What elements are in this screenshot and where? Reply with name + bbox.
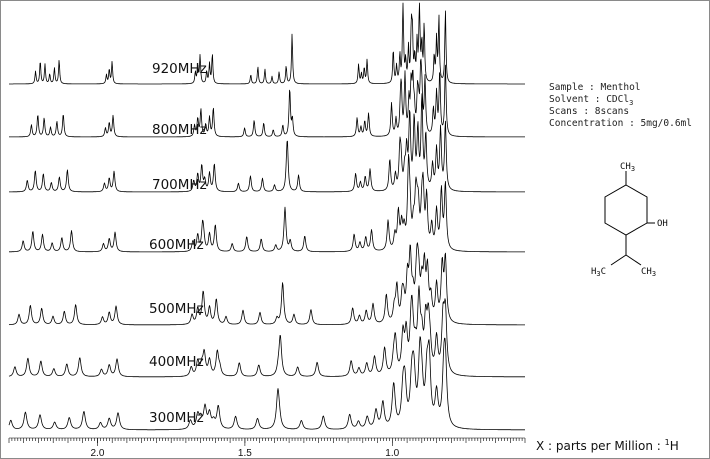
frequency-labels-group: 920MHz 800MHz 700MHz 600MHz 500MHz 400MHz 300M… [149, 61, 207, 426]
spectrum-500mhz [8, 242, 525, 326]
sample-solvent: Solvent : CDCl3 [549, 94, 633, 107]
sample-name: Sample : Menthol [549, 82, 641, 93]
spectrum-400mhz [8, 285, 525, 378]
spectra-group [8, 2, 525, 431]
methyl-label: CH3 [620, 162, 635, 173]
cyclohexane-ring [604, 184, 648, 236]
spectrum-600mhz [9, 153, 525, 253]
tick-label-1.5: 1.5 [238, 448, 252, 458]
sample-scans: Scans : 8scans [549, 106, 629, 117]
spectrum-800mhz [9, 58, 525, 138]
solvent-subscript: 3 [629, 99, 633, 107]
bond-isopropyl-left [610, 254, 627, 266]
spectrum-920mhz [9, 2, 525, 85]
freq-label-400mhz: 400MHz [149, 354, 204, 370]
sample-concentration: Concentration : 5mg/0.6ml [549, 118, 692, 129]
x-axis-label-nucleus: H [670, 439, 679, 453]
x-axis-minor-ticks [8, 438, 526, 443]
freq-label-600mhz: 600MHz [149, 237, 204, 253]
x-axis-label-text: X : parts per Million : [536, 439, 665, 453]
freq-label-800mhz: 800MHz [152, 122, 207, 138]
menthol-structure: CH3 OH H3C CH3 [591, 162, 668, 278]
x-axis-label-mass: 1 [665, 438, 670, 447]
x-axis [8, 437, 526, 443]
freq-label-920mhz: 920MHz [152, 61, 207, 77]
freq-label-300mhz: 300MHz [149, 410, 204, 426]
solvent-text: Solvent : CDCl [549, 94, 629, 105]
freq-label-500mhz: 500MHz [149, 301, 204, 317]
spectrum-700mhz [9, 93, 525, 193]
sample-info: Sample : Menthol Solvent : CDCl3 Scans :… [549, 82, 692, 129]
isopropyl-left-label: H3C [591, 267, 606, 278]
tick-label-2.0: 2.0 [91, 448, 105, 458]
bond-isopropyl-right [625, 254, 642, 266]
isopropyl-right-label: CH3 [641, 267, 656, 278]
hydroxyl-label: OH [657, 219, 668, 229]
tick-label-1.0: 1.0 [385, 448, 399, 458]
x-axis-label: X : parts per Million : 1H [536, 438, 679, 453]
spectrum-300mhz [8, 336, 525, 431]
x-axis-major-ticks: 2.0 1.5 1.0 [91, 438, 400, 458]
freq-label-700mhz: 700MHz [152, 177, 207, 193]
